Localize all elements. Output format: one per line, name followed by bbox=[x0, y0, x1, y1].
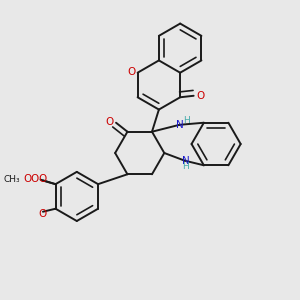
Text: O: O bbox=[39, 174, 47, 184]
Text: O: O bbox=[30, 174, 38, 184]
Text: CH₃: CH₃ bbox=[4, 175, 20, 184]
Text: O: O bbox=[196, 91, 204, 101]
Text: H: H bbox=[183, 116, 189, 125]
Text: O: O bbox=[105, 117, 114, 127]
Text: O: O bbox=[39, 208, 47, 218]
Text: O: O bbox=[24, 174, 32, 184]
Text: H: H bbox=[182, 162, 189, 171]
Text: N: N bbox=[176, 119, 184, 130]
Text: N: N bbox=[182, 156, 189, 166]
Text: O: O bbox=[128, 67, 136, 77]
